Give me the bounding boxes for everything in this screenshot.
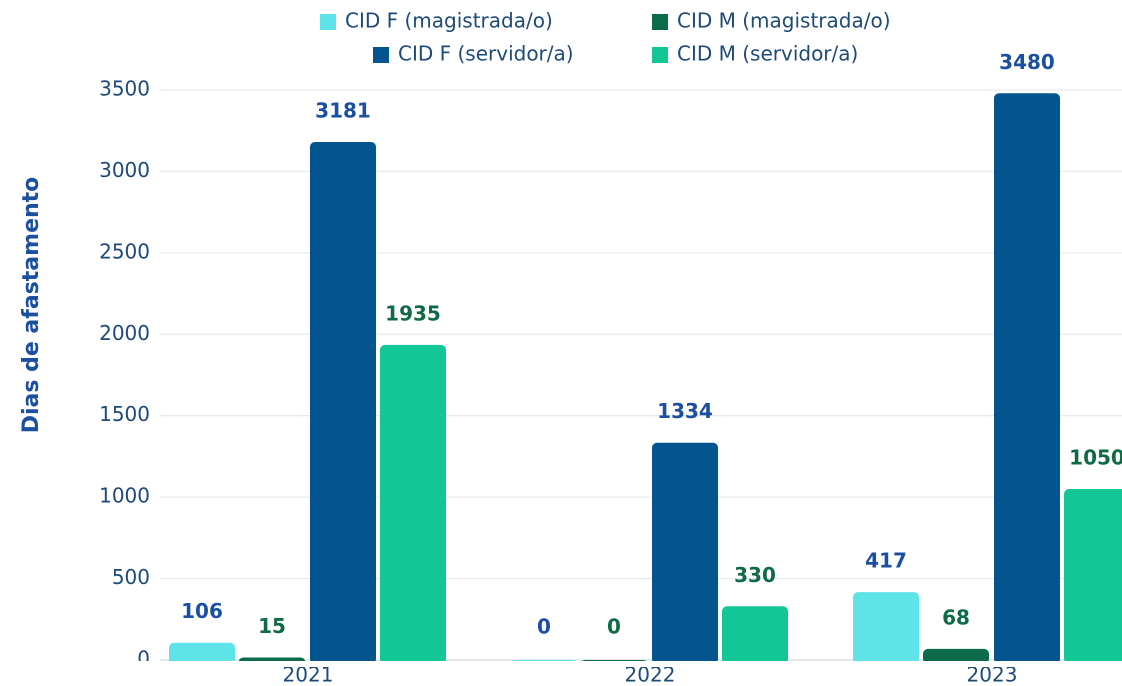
value-label: 1935 [385, 301, 441, 325]
value-label: 3181 [315, 98, 371, 122]
bar [923, 648, 989, 664]
bar [652, 442, 718, 664]
value-label: 3480 [999, 50, 1055, 74]
x-tick-label: 2021 [283, 663, 334, 686]
value-label: 68 [942, 605, 970, 629]
bar [853, 592, 919, 664]
legend-label: CID F (magistrada/o) [345, 9, 553, 33]
value-label: 0 [537, 615, 551, 639]
value-label: 1050 [1069, 446, 1122, 470]
y-tick-label: 2000 [99, 321, 150, 345]
y-tick-label: 1500 [99, 402, 150, 426]
bar [310, 141, 376, 665]
value-label: 0 [607, 615, 621, 639]
bar [380, 344, 446, 664]
baseline-cover [0, 661, 1122, 667]
bar [994, 93, 1060, 664]
legend-swatch [652, 47, 668, 63]
y-tick-label: 1000 [99, 484, 150, 508]
x-tick-label: 2022 [625, 663, 676, 686]
y-tick-label: 500 [112, 565, 150, 589]
value-label: 417 [865, 549, 907, 573]
legend-swatch [320, 14, 336, 30]
bar [169, 642, 235, 664]
value-label: 106 [181, 599, 223, 623]
legend-swatch [652, 14, 668, 30]
x-tick-label: 2023 [967, 663, 1018, 686]
y-axis-title: Dias de afastamento [19, 177, 44, 434]
legend-label: CID M (servidor/a) [677, 42, 858, 66]
y-tick-label: 3500 [99, 77, 150, 101]
value-label: 1334 [657, 399, 713, 423]
legend-label: CID M (magistrada/o) [677, 9, 891, 33]
y-tick-label: 3000 [99, 158, 150, 182]
bar [722, 606, 788, 664]
y-tick-label: 2500 [99, 239, 150, 263]
bar [1064, 489, 1122, 664]
legend-label: CID F (servidor/a) [398, 42, 574, 66]
value-label: 330 [734, 563, 776, 587]
value-label: 15 [258, 614, 286, 638]
legend-swatch [373, 47, 389, 63]
